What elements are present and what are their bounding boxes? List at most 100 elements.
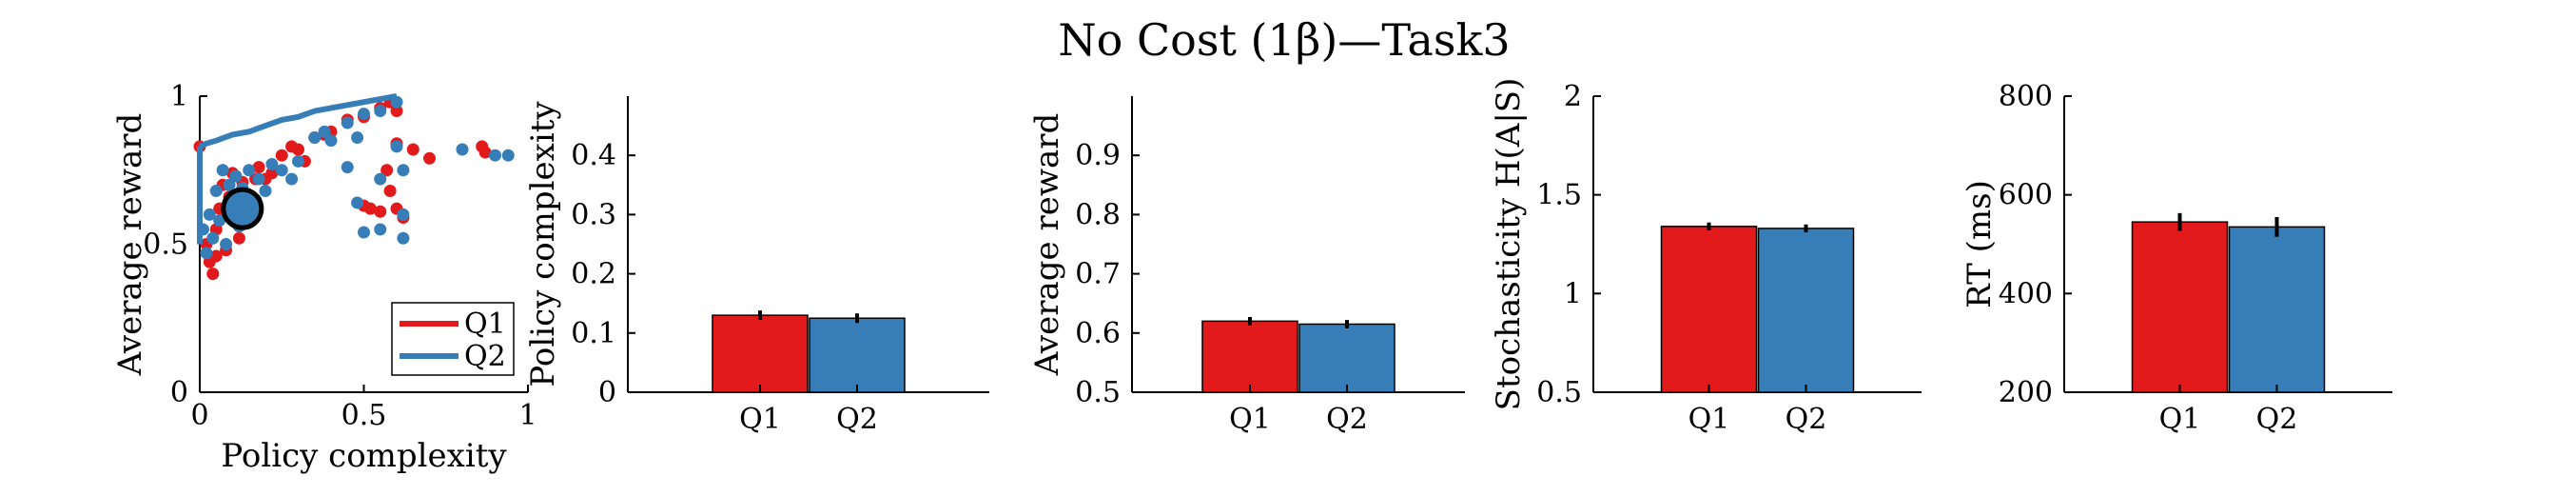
scatter-point-q2	[501, 149, 515, 162]
mean-marker	[221, 187, 264, 230]
bar-q1	[1201, 320, 1298, 393]
scatter-point-q1	[374, 205, 387, 218]
scatter-point-q2	[252, 172, 265, 186]
bar-q1	[2131, 221, 2229, 393]
y-tick-label: 0.1	[571, 317, 616, 350]
scatter-point-q2	[265, 158, 279, 171]
scatter-point-q2	[203, 208, 216, 221]
scatter-point-q2	[243, 164, 256, 177]
bar-q2	[1298, 323, 1395, 393]
scatter-point-q2	[351, 131, 364, 145]
scatter-point-q2	[200, 247, 213, 260]
scatter-point-q2	[374, 172, 387, 186]
x-tick-label-q2: Q2	[836, 403, 878, 436]
scatter-point-q2	[374, 105, 387, 118]
bar-q2	[1757, 228, 1855, 393]
y-tick-label: 0.5	[1536, 376, 1582, 409]
y-tick-label: 0.7	[1075, 258, 1121, 291]
scatter-point-q1	[292, 143, 304, 156]
scatter-point-q1	[478, 146, 492, 159]
scatter-point-q2	[397, 208, 410, 221]
x-tick-label-q1: Q1	[1688, 403, 1730, 436]
scatter-point-q2	[324, 134, 338, 148]
y-axis-label: Average reward	[1028, 113, 1066, 377]
scatter-point-q2	[358, 108, 370, 121]
x-tick-label: 0	[190, 399, 208, 432]
legend-label-q1: Q1	[464, 308, 506, 341]
scatter-point-q2	[209, 185, 223, 198]
x-tick-label-q2: Q2	[1786, 403, 1827, 436]
bar-q1	[712, 314, 809, 393]
y-tick-label: 800	[1999, 80, 2053, 113]
legend-box	[391, 302, 515, 376]
y-axis-label: RT (ms)	[1961, 180, 1999, 308]
fit-curve	[198, 93, 398, 149]
y-tick-label: 0.6	[1075, 317, 1121, 350]
scatter-point-q2	[397, 231, 410, 245]
y-tick-label: 0	[170, 376, 188, 409]
scatter-point-q2	[358, 226, 370, 239]
y-tick-label: 1.5	[1536, 179, 1582, 212]
y-tick-label: 0.4	[571, 139, 616, 172]
x-tick-label-q1: Q1	[739, 403, 781, 436]
scatter-point-q2	[318, 125, 331, 138]
scatter-point-q2	[223, 178, 236, 191]
scatter-point-q2	[489, 149, 501, 162]
scatter-point-q2	[390, 140, 403, 153]
x-tick-label: 1	[518, 399, 537, 432]
y-axis-label: Stochasticity H(A|S)	[1490, 78, 1528, 411]
figure-title: No Cost (1β)—Task3	[1058, 14, 1510, 66]
y-axis-label: Average reward	[111, 113, 149, 377]
legend-label-q2: Q2	[464, 340, 506, 373]
chart-panel-3: 0.5 0.6 0.7 0.8 0.9 Average reward Q1 Q2	[1028, 96, 1465, 436]
y-tick-label: 0.5	[1075, 376, 1121, 409]
x-axis-label: Policy complexity	[221, 437, 507, 475]
scatter-point-q1	[275, 149, 288, 162]
scatter-point-q1	[209, 249, 223, 263]
x-tick-label-q1: Q1	[2159, 403, 2201, 436]
scatter-point-q1	[406, 143, 420, 156]
scatter-point-q2	[374, 223, 387, 236]
y-tick-label: 0.8	[1075, 198, 1121, 231]
y-tick-label: 1	[1564, 277, 1582, 310]
chart-panel-1: 0 0.5 1 Average reward 0 0.5 1 Policy complexit…	[111, 80, 537, 475]
scatter-point-q1	[363, 202, 377, 215]
scatter-point-q1	[423, 151, 436, 165]
scatter-point-q2	[220, 238, 233, 250]
scatter-point-q2	[229, 169, 243, 183]
y-tick-label: 0.5	[143, 228, 188, 262]
scatter-point-q2	[213, 214, 226, 228]
scatter-point-q1	[390, 105, 403, 118]
scatter-point-q1	[265, 167, 279, 180]
scatter-point-q2	[275, 164, 288, 177]
chart-panel-4: 0.5 1 1.5 2 Stochasticity H(A|S) Q1 Q2	[1490, 78, 1922, 436]
y-tick-label: 2	[1564, 80, 1582, 113]
scatter-point-q1	[252, 161, 265, 174]
x-tick-label-q2: Q2	[1326, 403, 1368, 436]
bar-q1	[1660, 226, 1758, 393]
y-axis-label: Policy complexity	[524, 101, 562, 387]
chart-panel-5: 200 400 600 800 RT (ms) Q1 Q2	[1961, 80, 2392, 436]
scatter-point-q2	[308, 131, 322, 145]
scatter-point-q2	[292, 154, 304, 168]
x-tick-label: 0.5	[342, 399, 387, 432]
y-tick-label: 200	[1999, 376, 2053, 409]
scatter-point-q2	[216, 164, 229, 177]
x-tick-label-q2: Q2	[2256, 403, 2298, 436]
scatter-point-q2	[259, 185, 272, 198]
y-tick-label: 0.9	[1075, 139, 1121, 172]
y-tick-label: 600	[1999, 179, 2053, 212]
y-tick-label: 400	[1999, 277, 2053, 310]
chart-panel-2: 0 0.1 0.2 0.3 0.4 Policy complexity Q1 Q2	[524, 96, 989, 436]
scatter-point-q2	[351, 196, 364, 209]
scatter-point-q2	[456, 143, 469, 156]
scatter-point-q1	[206, 268, 220, 281]
panels: 0 0.5 1 Average reward 0 0.5 1 Policy complexit…	[111, 78, 2392, 475]
bar-q2	[2228, 226, 2326, 393]
scatter-point-q2	[341, 161, 354, 174]
scatter-point-q2	[341, 116, 354, 129]
y-tick-label: 0.2	[571, 258, 616, 291]
scatter-point-q2	[285, 172, 299, 186]
